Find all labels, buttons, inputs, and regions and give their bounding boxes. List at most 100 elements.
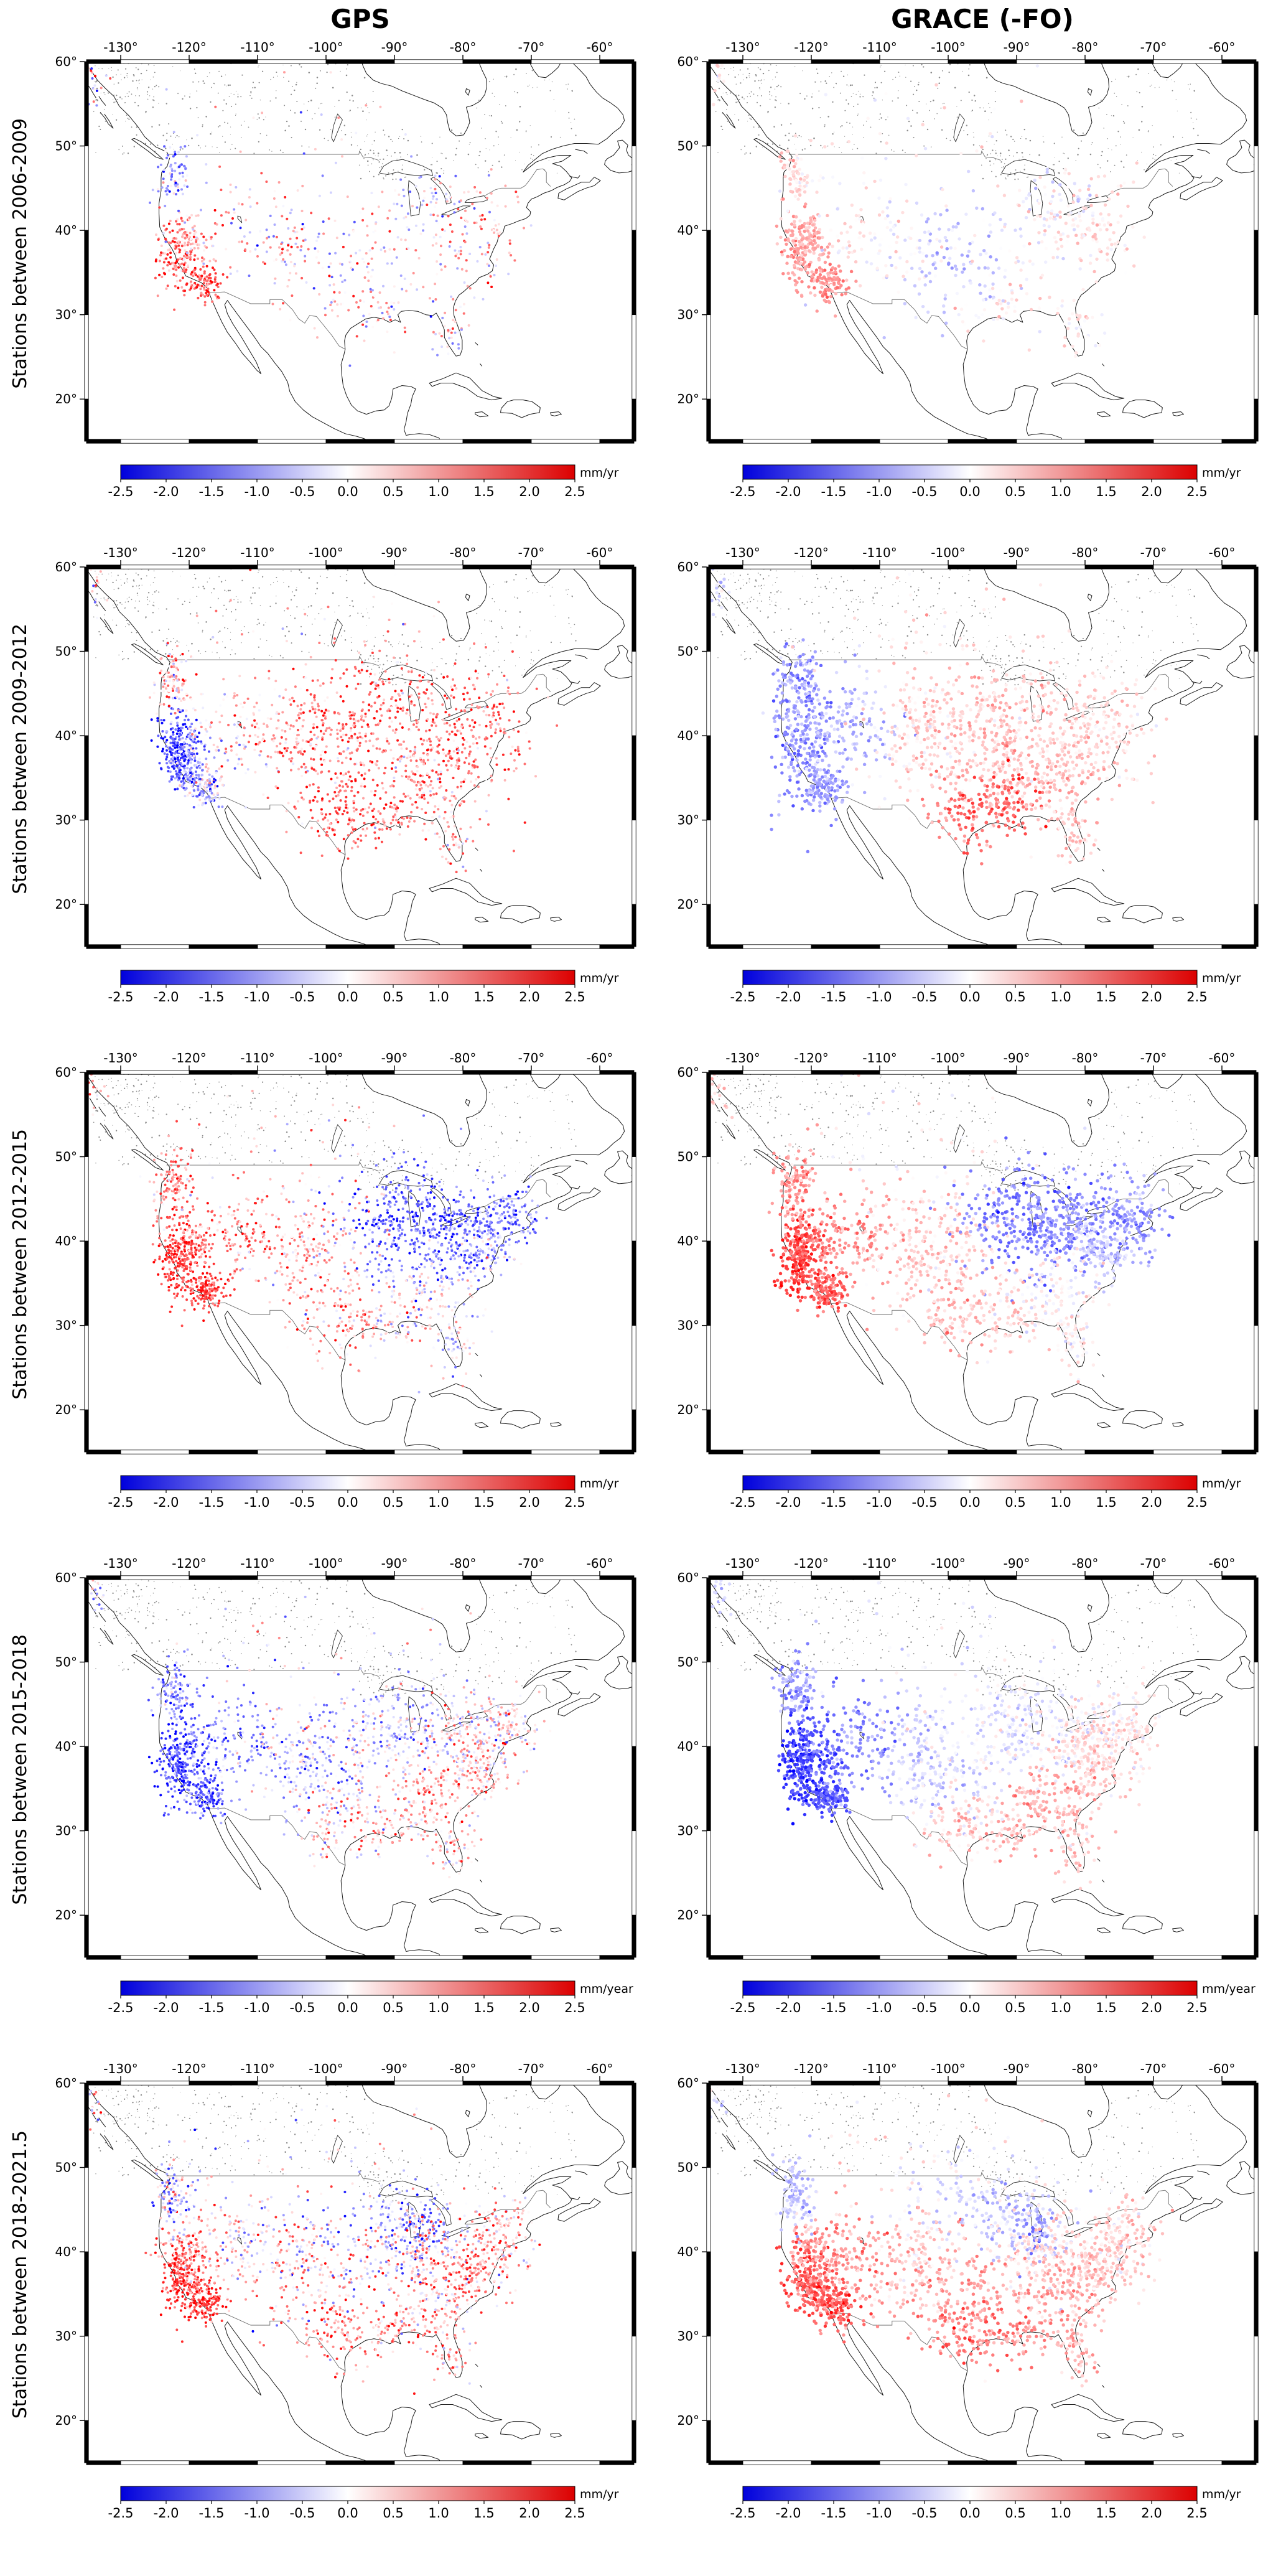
station-scatter-layer <box>709 1578 1161 1890</box>
lakes-layer <box>859 619 1111 729</box>
colorbar: -2.5 -2.0 -1.5 -1.0 -0.5 0.0 0.5 1.0 1.5 2.0 2.5mm… <box>108 1980 633 2015</box>
lakes-layer <box>237 619 488 729</box>
coastline-layer <box>709 62 1256 441</box>
svg-text:50°: 50° <box>678 139 699 154</box>
row-label-2006-2009: Stations between 2006-2009 <box>0 35 40 541</box>
station-scatter-layer <box>709 567 1168 866</box>
colorbar: -2.5 -2.0 -1.5 -1.0 -0.5 0.0 0.5 1.0 1.5 2.0 2.5mm… <box>730 464 1241 499</box>
lakes-layer <box>237 2135 488 2245</box>
station-scatter-layer <box>709 1072 1175 1384</box>
lake-speckle-layer <box>93 62 577 180</box>
svg-text:2.0: 2.0 <box>519 484 539 499</box>
map-panel-grace-2009-2012: -130° -120° -110° -100° -90° -80° -70° -60°60°5… <box>678 545 1259 1005</box>
lakes-layer <box>237 1629 488 1740</box>
map-layers <box>709 1578 1256 1957</box>
coastline-layer <box>86 567 634 947</box>
row-label-2012-2015: Stations between 2012-2015 <box>0 1046 40 1552</box>
colorbar-unit-label: mm/yr <box>1202 466 1241 480</box>
colorbar-unit-label: mm/yr <box>580 2488 619 2501</box>
svg-text:-1.0: -1.0 <box>245 484 270 499</box>
svg-text:-0.5: -0.5 <box>290 484 315 499</box>
lake-speckle-layer <box>93 1072 577 1191</box>
map-layers <box>86 1578 634 1957</box>
svg-text:40°: 40° <box>55 223 77 238</box>
svg-text:-100°: -100° <box>309 40 343 55</box>
colorbar: -2.5 -2.0 -1.5 -1.0 -0.5 0.0 0.5 1.0 1.5 2.0 2.5mm… <box>730 1475 1241 1510</box>
map-panel-gps-2015-2018: -130° -120° -110° -100° -90° -80° -70° -60°60°5… <box>55 1556 636 2015</box>
svg-text:1.5: 1.5 <box>473 484 494 499</box>
svg-text:-60°: -60° <box>587 40 613 55</box>
station-scatter-layer <box>86 2089 541 2395</box>
colorbar-unit-label: mm/yr <box>1202 2488 1241 2501</box>
svg-text:1.5: 1.5 <box>1096 484 1116 499</box>
country-borders-layer <box>166 1161 551 1361</box>
svg-text:-1.5: -1.5 <box>199 484 225 499</box>
svg-text:20°: 20° <box>678 391 699 406</box>
country-borders-layer <box>788 150 1173 350</box>
colorbar-unit-label: mm/yr <box>1202 1477 1241 1491</box>
lakes-layer <box>859 113 1111 223</box>
country-borders-layer <box>788 2171 1173 2371</box>
svg-text:-120°: -120° <box>794 40 828 55</box>
svg-text:2.0: 2.0 <box>1141 484 1162 499</box>
country-borders-layer <box>166 2171 551 2371</box>
map-panel-gps-2012-2015: -130° -120° -110° -100° -90° -80° -70° -60°60°5… <box>55 1051 636 1510</box>
svg-text:-110°: -110° <box>240 40 274 55</box>
svg-text:-100°: -100° <box>931 40 965 55</box>
svg-text:-110°: -110° <box>862 40 897 55</box>
station-scatter-layer <box>90 1579 552 1878</box>
station-scatter-layer <box>709 2084 1175 2388</box>
svg-text:-70°: -70° <box>1140 40 1167 55</box>
svg-text:-0.5: -0.5 <box>912 484 938 499</box>
svg-text:1.0: 1.0 <box>428 484 449 499</box>
map-panel-gps-2006-2009: -130° -120° -110° -100° -90° -80° -70° -60° 60° 5… <box>55 40 636 499</box>
svg-text:1.0: 1.0 <box>1050 484 1071 499</box>
colorbar: -2.5 -2.0 -1.5 -1.0 -0.5 0.0 0.5 1.0 1.5 2.0 2.5mm… <box>730 1980 1256 2015</box>
svg-text:0.5: 0.5 <box>1005 484 1025 499</box>
map-layers <box>86 2083 634 2463</box>
svg-text:60°: 60° <box>55 54 77 69</box>
svg-text:-130°: -130° <box>103 40 137 55</box>
colorbar: -2.5 -2.0 -1.5 -1.0 -0.5 0.0 0.5 1.0 1.5 2.0 2.5mm… <box>108 2486 619 2521</box>
corner-spacer <box>0 0 40 35</box>
map-panel-grace-2006-2009: -130° -120° -110° -100° -90° -80° -70° -60° 60° 5… <box>678 40 1259 499</box>
map-panel-grace-2015-2018: -130° -120° -110° -100° -90° -80° -70° -60°60°5… <box>678 1556 1259 2015</box>
colorbar-unit-label: mm/yr <box>580 972 619 985</box>
column-title-gps: GPS <box>49 0 671 35</box>
map-panel-gps-2009-2012: -130° -120° -110° -100° -90° -80° -70° -60°60°5… <box>55 545 636 1005</box>
colorbar-unit-label: mm/year <box>580 1982 633 1996</box>
svg-text:-120°: -120° <box>172 40 206 55</box>
colorbar-unit-label: mm/yr <box>580 466 619 480</box>
country-borders-layer <box>788 1161 1173 1361</box>
lake-speckle-layer <box>93 1578 577 1697</box>
lake-speckle-layer <box>715 1578 1199 1697</box>
map-layers <box>709 1072 1256 1452</box>
svg-text:20°: 20° <box>55 391 77 406</box>
map-layers <box>86 1072 634 1452</box>
station-scatter-layer <box>87 67 533 367</box>
svg-text:40°: 40° <box>678 223 699 238</box>
map-panel-grace-2018-2021-5: -130° -120° -110° -100° -90° -80° -70° -60°60°5… <box>678 2061 1259 2521</box>
map-layers <box>709 2083 1256 2463</box>
svg-text:-2.0: -2.0 <box>776 484 801 499</box>
country-borders-layer <box>166 150 551 350</box>
svg-text:0.0: 0.0 <box>337 484 358 499</box>
svg-text:2.5: 2.5 <box>564 484 585 499</box>
lakes-layer <box>237 113 488 223</box>
lakes-layer <box>237 1124 488 1234</box>
lakes-layer <box>859 2135 1111 2245</box>
svg-text:30°: 30° <box>678 307 699 322</box>
row-label-2018-2021-5: Stations between 2018-2021.5 <box>0 2057 40 2562</box>
map-layers <box>709 567 1256 947</box>
coastline-layer <box>86 2083 634 2463</box>
svg-text:-90°: -90° <box>1004 40 1030 55</box>
station-scatter-layer <box>712 62 1146 358</box>
colorbar: -2.5 -2.0 -1.5 -1.0 -0.5 0.0 0.5 1.0 1.5 2.0 2.5mm… <box>730 970 1241 1005</box>
svg-text:0.0: 0.0 <box>959 484 980 499</box>
lake-speckle-layer <box>715 62 1199 180</box>
colorbar-unit-label: mm/year <box>1202 1982 1256 1996</box>
svg-text:-70°: -70° <box>518 40 545 55</box>
lake-speckle-layer <box>93 2083 577 2202</box>
map-panel-grace-2012-2015: -130° -120° -110° -100° -90° -80° -70° -60°60°5… <box>678 1051 1259 1510</box>
